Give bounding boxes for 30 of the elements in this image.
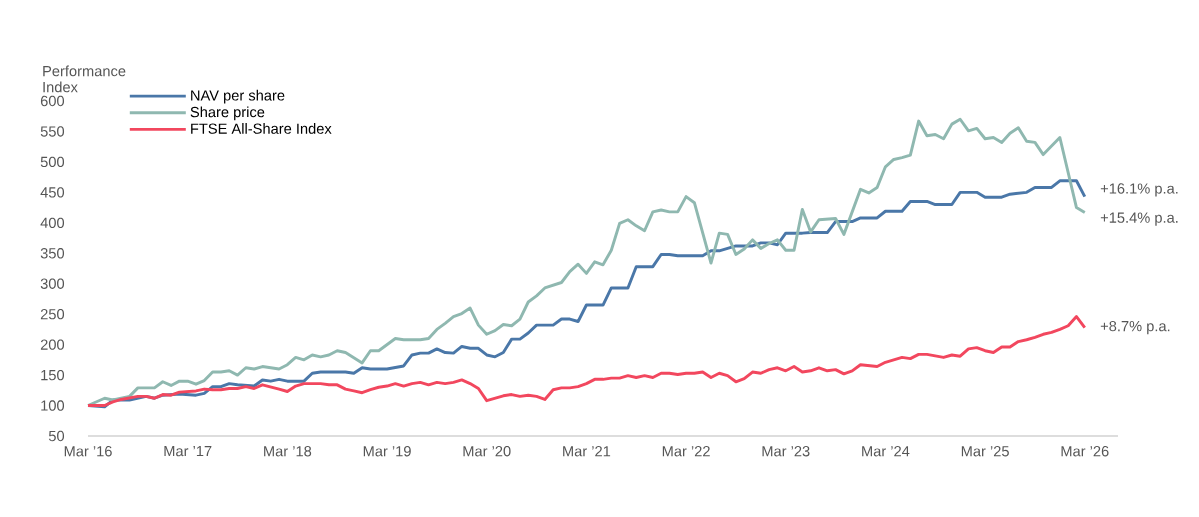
y-tick-label: 350 bbox=[40, 248, 65, 259]
y-tick-label: 450 bbox=[40, 187, 65, 198]
annotation: +15.4% p.a. bbox=[1100, 212, 1178, 226]
legend-label: FTSE All-Share Index bbox=[191, 123, 332, 134]
annotation: +8.7% p.a. bbox=[1100, 320, 1170, 335]
y-tick-label: 50 bbox=[48, 430, 65, 442]
y-tick-label: 500 bbox=[40, 156, 65, 168]
x-tick-label: Mar ’23 bbox=[762, 446, 810, 457]
legend-label: Share price bbox=[190, 106, 265, 121]
x-tick-label: Mar ’16 bbox=[64, 446, 112, 457]
x-tick-label: Mar ’18 bbox=[264, 446, 312, 457]
x-tick-label: Mar ’20 bbox=[463, 446, 511, 457]
y-tick-label: 250 bbox=[40, 308, 65, 320]
y-tick-label: 150 bbox=[41, 369, 65, 381]
y-axis-title: Performance Index bbox=[43, 65, 126, 93]
y-tick-label: 300 bbox=[40, 278, 65, 289]
x-tick-label: Mar ’22 bbox=[662, 446, 710, 457]
annotation: +16.1% p.a. bbox=[1100, 183, 1178, 197]
x-tick-label: Mar ’24 bbox=[862, 446, 910, 457]
legend-label: NAV per share bbox=[191, 89, 285, 104]
y-tick-label: 400 bbox=[40, 217, 65, 228]
y-tick-label: 100 bbox=[41, 400, 65, 411]
x-tick-label: Mar ’17 bbox=[164, 446, 212, 457]
x-tick-label: Mar ’25 bbox=[961, 446, 1009, 457]
x-tick-label: Mar ’19 bbox=[363, 446, 411, 457]
y-tick-label: 600 bbox=[40, 95, 65, 107]
y-tick-label: 200 bbox=[40, 339, 65, 350]
y-tick-label: 550 bbox=[40, 126, 65, 137]
x-tick-label: Mar ’21 bbox=[563, 446, 611, 457]
x-tick-label: Mar ’26 bbox=[1061, 446, 1109, 457]
